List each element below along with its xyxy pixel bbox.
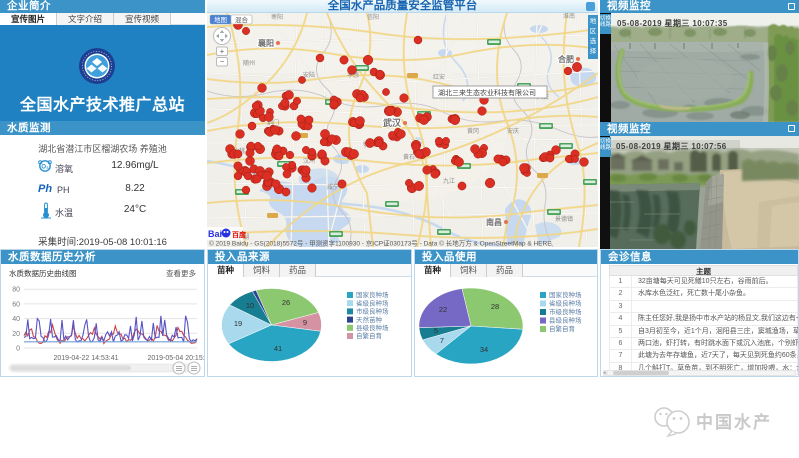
svg-text:市级良种场: 市级良种场 — [549, 307, 582, 316]
svg-text:武汉: 武汉 — [383, 117, 402, 128]
svg-text:O₂: O₂ — [41, 164, 49, 170]
svg-text:合肥: 合肥 — [557, 54, 574, 64]
svg-text:安陆: 安陆 — [303, 71, 315, 79]
svg-text:黄石: 黄石 — [403, 153, 415, 161]
svg-text:省级良种场: 省级良种场 — [356, 298, 389, 307]
svg-text:40: 40 — [12, 316, 20, 323]
svg-text:省级良种场: 省级良种场 — [549, 299, 582, 308]
svg-text:黄冈: 黄冈 — [467, 127, 479, 135]
svg-text:南昌: 南昌 — [486, 217, 502, 227]
svg-text:湖北三来生态农业科技有限公司: 湖北三来生态农业科技有限公司 — [438, 88, 536, 97]
svg-text:襄阳: 襄阳 — [257, 38, 274, 48]
svg-text:Bai: Bai — [208, 229, 222, 239]
svg-text:孝感: 孝感 — [347, 71, 359, 79]
svg-text:28: 28 — [491, 302, 499, 311]
svg-text:60: 60 — [12, 301, 20, 308]
svg-text:国家良种场: 国家良种场 — [549, 290, 582, 299]
svg-text:择: 择 — [590, 46, 597, 55]
svg-text:20: 20 — [12, 331, 20, 338]
svg-text:咸宁: 咸宁 — [327, 183, 339, 191]
svg-text:80: 80 — [12, 287, 20, 294]
svg-text:市级良种场: 市级良种场 — [356, 307, 389, 316]
svg-text:0: 0 — [16, 346, 20, 353]
svg-text:05-08-2019 星期三 10:07:56: 05-08-2019 星期三 10:07:56 — [616, 141, 727, 151]
svg-text:洪湖: 洪湖 — [237, 233, 249, 241]
svg-text:县级良种场: 县级良种场 — [549, 316, 582, 325]
svg-text:地: 地 — [590, 16, 597, 25]
svg-text:县级良种场: 县级良种场 — [356, 323, 389, 332]
svg-text:选: 选 — [590, 36, 597, 45]
svg-text:区: 区 — [590, 27, 597, 35]
svg-text:自繁自育: 自繁自育 — [549, 324, 576, 333]
svg-text:景德镇: 景德镇 — [555, 215, 573, 223]
svg-text:34: 34 — [480, 345, 488, 354]
svg-text:随州: 随州 — [243, 59, 255, 67]
svg-text:10: 10 — [246, 301, 254, 310]
svg-text:© 2019 Baidu - GS(2018)5572号 -: © 2019 Baidu - GS(2018)5572号 - 甲测资字11009… — [209, 239, 552, 248]
svg-text:中国水产: 中国水产 — [696, 412, 772, 432]
svg-text:混合: 混合 — [235, 15, 249, 24]
svg-text:2019-05-04 20:15:4: 2019-05-04 20:15:4 — [147, 355, 204, 362]
svg-text:7: 7 — [440, 336, 444, 345]
svg-text:九江: 九江 — [443, 177, 455, 185]
svg-text:天然苗种: 天然苗种 — [356, 315, 383, 324]
svg-text:国家良种场: 国家良种场 — [356, 290, 389, 299]
svg-text:安庆: 安庆 — [507, 127, 519, 135]
svg-text:5: 5 — [434, 326, 438, 335]
svg-text:2019-04-22 14:53:41: 2019-04-22 14:53:41 — [54, 355, 119, 362]
svg-text:19: 19 — [234, 319, 242, 328]
svg-text:淮南: 淮南 — [563, 13, 575, 20]
svg-text:荆门: 荆门 — [267, 119, 279, 127]
svg-text:−: − — [220, 57, 225, 66]
svg-text:信阳: 信阳 — [367, 13, 379, 21]
svg-text:+: + — [220, 47, 225, 56]
svg-text:22: 22 — [439, 305, 447, 314]
svg-text:41: 41 — [274, 344, 282, 353]
svg-text:9: 9 — [303, 318, 307, 327]
svg-text:地图: 地图 — [214, 15, 227, 24]
svg-text:枣阳: 枣阳 — [271, 13, 283, 21]
svg-text:百度: 百度 — [232, 230, 247, 239]
svg-text:05-08-2019 星期三 10:07:35: 05-08-2019 星期三 10:07:35 — [617, 18, 728, 28]
svg-text:26: 26 — [282, 298, 290, 307]
svg-text:汉川: 汉川 — [303, 157, 315, 165]
svg-text:自繁自育: 自繁自育 — [356, 331, 383, 340]
svg-text:红安: 红安 — [433, 73, 445, 81]
